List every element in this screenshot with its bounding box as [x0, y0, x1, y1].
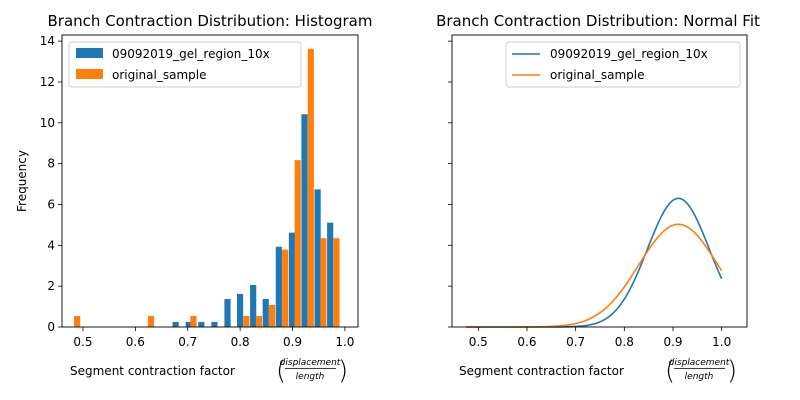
histogram-bar-original [147, 315, 155, 327]
histogram-bar-10x [314, 189, 321, 327]
normal-fit-y-ticks [448, 40, 452, 328]
x-tick-label: 0.5 [73, 335, 92, 349]
normal-fit-title: Branch Contraction Distribution: Normal … [436, 12, 760, 30]
histogram-x-ticks: 0.5 0.6 0.7 0.8 0.9 1.0 [73, 327, 354, 349]
normal-fit-legend: 09092019_gel_region_10x original_sample [505, 41, 741, 88]
x-tick-label: 0.8 [231, 335, 250, 349]
histogram-axes-frame [61, 34, 359, 328]
histogram-bar-10x [211, 321, 218, 327]
x-tick-label: 0.8 [615, 335, 634, 349]
normal-fit-legend-label-10x: 09092019_gel_region_10x [550, 47, 708, 61]
normal-fit-curves [466, 197, 723, 328]
histogram-bars [74, 48, 340, 328]
y-tick-label: 12 [40, 75, 55, 89]
histogram-bar-10x [224, 299, 231, 327]
histogram-bar-original [282, 249, 289, 327]
normal-fit-x-ticks: 0.5 0.6 0.7 0.8 0.9 1.0 [469, 327, 731, 349]
y-tick-label: 6 [47, 197, 55, 211]
normal-fit-axes-frame [451, 34, 748, 328]
histogram-bar-10x [185, 321, 192, 327]
histogram-bar-10x [250, 284, 257, 327]
histogram-legend-label-original: original_sample [112, 68, 206, 82]
histogram-x-label-numerator: displacement [280, 358, 341, 368]
histogram-bar-10x [236, 293, 244, 327]
normal-fit-x-label: Segment contraction factor ( displacemen… [459, 356, 737, 386]
histogram-bar-10x [275, 246, 282, 327]
normal-fit-curve-10x [466, 197, 723, 328]
histogram-bar-original [190, 315, 197, 327]
histogram-bar-original [333, 238, 340, 327]
histogram-bar-original [255, 315, 263, 327]
histogram-bar-10x [262, 299, 269, 327]
histogram-bar-original [294, 160, 301, 327]
normal-fit-legend-label-original: original_sample [550, 68, 644, 82]
y-tick-label: 2 [47, 279, 55, 293]
histogram-bar-original [320, 238, 327, 327]
histogram-legend-label-10x: 09092019_gel_region_10x [112, 47, 270, 61]
normal-fit-x-label-close-paren: ) [727, 356, 737, 386]
normal-fit-curve-original [466, 223, 723, 328]
histogram-x-label: Segment contraction factor ( displacemen… [70, 356, 348, 386]
x-tick-label: 0.5 [469, 335, 488, 349]
histogram-bar-10x [172, 321, 179, 327]
normal-fit-legend-frame [505, 41, 741, 88]
x-tick-label: 0.7 [566, 335, 585, 349]
normal-fit-x-label-text: Segment contraction factor [459, 364, 624, 378]
histogram-x-label-text: Segment contraction factor [70, 364, 235, 378]
x-tick-label: 1.0 [335, 335, 354, 349]
y-tick-label: 10 [40, 116, 55, 130]
histogram-bar-10x [327, 222, 334, 327]
histogram-x-label-open-paren: ( [276, 356, 286, 386]
histogram-y-ticks: 0 2 4 6 8 10 12 14 [40, 34, 62, 334]
x-tick-label: 0.6 [517, 335, 536, 349]
histogram-bar-original [307, 48, 314, 327]
y-tick-label: 8 [47, 157, 55, 171]
x-tick-label: 0.6 [126, 335, 145, 349]
histogram-legend-frame [68, 41, 302, 88]
histogram-y-label: Frequency [15, 150, 29, 212]
y-tick-label: 0 [47, 320, 55, 334]
histogram-legend-swatch-10x [76, 48, 103, 58]
x-tick-label: 0.9 [663, 335, 682, 349]
histogram-bar-10x [301, 114, 308, 328]
histogram-bar-original [243, 315, 250, 327]
normal-fit-x-label-numerator: displacement [669, 358, 730, 368]
normal-fit-x-label-denominator: length [685, 372, 714, 382]
x-tick-label: 1.0 [712, 335, 731, 349]
histogram-x-label-close-paren: ) [338, 356, 348, 386]
histogram-legend-swatch-original [76, 69, 103, 79]
y-tick-label: 14 [40, 34, 55, 48]
x-tick-label: 0.7 [178, 335, 197, 349]
histogram-title: Branch Contraction Distribution: Histogr… [48, 12, 373, 30]
normal-fit-panel: Branch Contraction Distribution: Normal … [436, 12, 760, 386]
y-tick-label: 4 [47, 238, 55, 252]
histogram-bar-original [268, 304, 276, 327]
histogram-bar-10x [288, 232, 296, 327]
x-tick-label: 0.9 [283, 335, 302, 349]
histogram-x-label-denominator: length [296, 372, 325, 382]
histogram-bar-10x [198, 321, 205, 327]
normal-fit-x-label-open-paren: ( [665, 356, 675, 386]
histogram-panel: Branch Contraction Distribution: Histogr… [15, 12, 372, 386]
histogram-legend: 09092019_gel_region_10x original_sample [68, 41, 302, 88]
histogram-bar-original [74, 315, 81, 327]
